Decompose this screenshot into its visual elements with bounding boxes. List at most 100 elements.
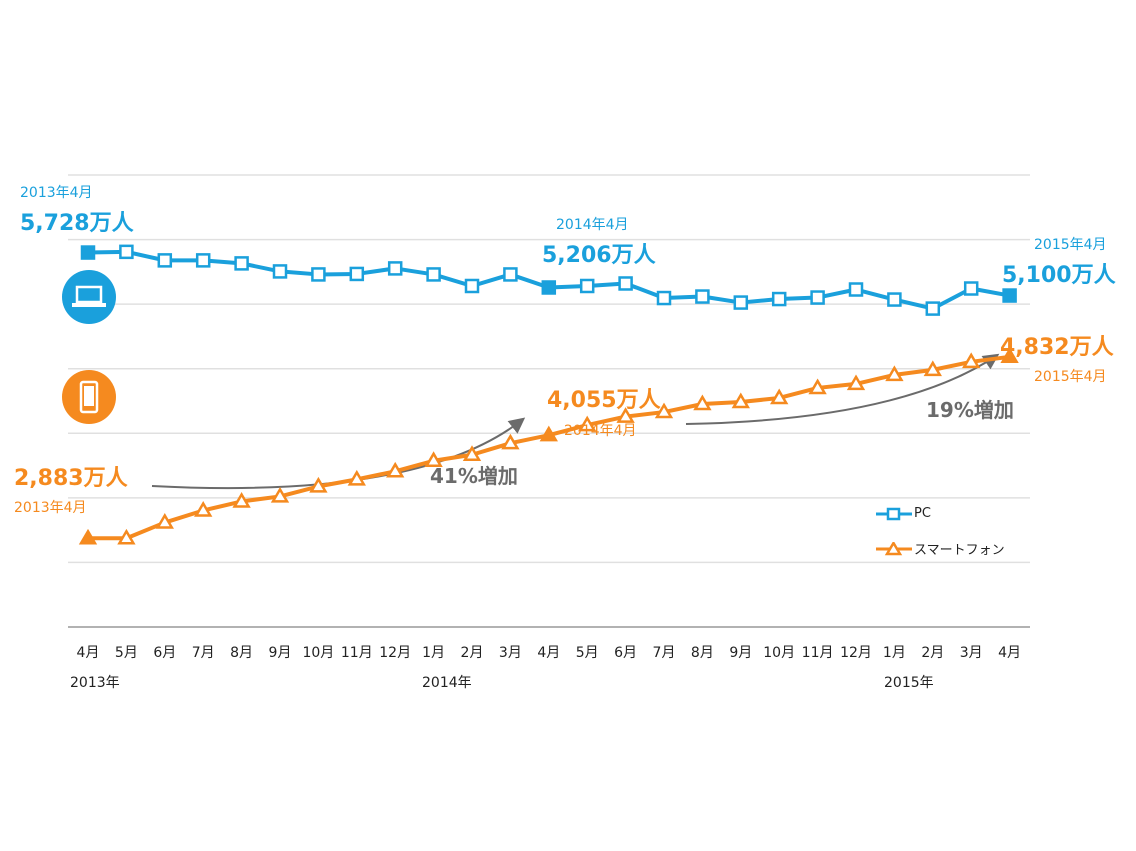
x-tick-label: 11月 bbox=[801, 645, 834, 661]
data-point-smartphone bbox=[731, 392, 750, 409]
sp-end-value: 4,832万人 bbox=[1000, 335, 1114, 360]
pc-end-value: 5,100万人 bbox=[1002, 263, 1116, 288]
data-point-pc bbox=[157, 253, 173, 268]
data-point-pc bbox=[426, 267, 441, 282]
data-point-smartphone bbox=[539, 425, 558, 442]
x-tick-label: 1月 bbox=[422, 645, 446, 661]
growth-label-2: 19%増加 bbox=[926, 398, 1014, 422]
x-tick-label: 2月 bbox=[921, 645, 945, 661]
data-point-pc bbox=[503, 267, 518, 282]
data-point-smartphone bbox=[194, 501, 213, 517]
x-tick-label: 8月 bbox=[230, 645, 254, 661]
pc-end-date: 2015年4月 bbox=[1034, 237, 1107, 253]
data-point-pc bbox=[656, 290, 672, 306]
data-point-smartphone bbox=[693, 394, 712, 411]
series-group bbox=[78, 244, 1019, 545]
legend-item-smartphone: スマートフォン bbox=[876, 539, 1005, 558]
data-point-pc bbox=[733, 295, 749, 310]
data-point-pc bbox=[810, 290, 825, 305]
x-tick-label: 10月 bbox=[302, 645, 335, 661]
data-point-smartphone bbox=[962, 352, 981, 369]
pc-mid-date: 2014年4月 bbox=[556, 217, 629, 233]
data-point-pc bbox=[963, 281, 979, 296]
data-point-pc bbox=[80, 245, 96, 260]
x-tick-label: 4月 bbox=[998, 645, 1022, 661]
growth-arrow-2 bbox=[685, 353, 1000, 425]
data-point-smartphone bbox=[347, 469, 366, 486]
data-point-pc bbox=[1002, 288, 1017, 303]
data-point-smartphone bbox=[1000, 347, 1019, 364]
data-point-smartphone bbox=[846, 374, 866, 391]
data-point-pc bbox=[695, 289, 710, 304]
data-point-smartphone bbox=[616, 407, 635, 423]
data-point-pc bbox=[387, 261, 403, 276]
data-point-smartphone bbox=[808, 378, 827, 395]
data-point-pc bbox=[464, 278, 480, 294]
data-point-pc bbox=[311, 267, 326, 282]
sp-mid-date: 2014年4月 bbox=[564, 423, 637, 439]
data-point-smartphone bbox=[270, 486, 290, 503]
x-tick-label: 3月 bbox=[959, 645, 983, 661]
legend-pc-marker bbox=[876, 507, 912, 520]
data-point-smartphone bbox=[462, 445, 482, 461]
laptop-icon bbox=[62, 270, 116, 324]
x-tick-label: 11月 bbox=[340, 645, 373, 661]
smartphone-icon bbox=[62, 370, 116, 424]
legend-pc-label: PC bbox=[914, 506, 931, 521]
legend-item-pc: PC bbox=[876, 506, 931, 521]
pc-mid-value: 5,206万人 bbox=[542, 243, 656, 268]
x-tick-label: 1月 bbox=[882, 645, 906, 661]
x-tick-label: 4月 bbox=[537, 645, 561, 661]
year-label-2014: 2014年 bbox=[422, 675, 472, 691]
data-point-smartphone bbox=[78, 528, 98, 545]
legend-smartphone-label: スマートフォン bbox=[914, 543, 1005, 558]
data-point-pc bbox=[541, 280, 557, 295]
data-point-pc bbox=[887, 292, 902, 307]
data-point-smartphone bbox=[424, 451, 443, 468]
sp-start-date: 2013年4月 bbox=[14, 500, 87, 516]
x-tick-label: 5月 bbox=[575, 645, 599, 661]
data-point-smartphone bbox=[770, 388, 789, 405]
legend-smartphone-marker bbox=[876, 541, 912, 555]
data-point-smartphone bbox=[117, 528, 136, 545]
data-point-smartphone bbox=[923, 360, 942, 377]
x-tick-label: 12月 bbox=[379, 645, 412, 661]
data-point-smartphone bbox=[578, 415, 597, 432]
data-point-smartphone bbox=[654, 402, 674, 419]
year-label-2015: 2015年 bbox=[884, 675, 934, 691]
data-point-pc bbox=[234, 256, 249, 271]
x-tick-label: 6月 bbox=[614, 645, 638, 661]
series-line-smartphone bbox=[88, 354, 1010, 541]
x-tick-label: 4月 bbox=[76, 645, 100, 661]
data-point-smartphone bbox=[386, 461, 405, 478]
x-tick-label: 6月 bbox=[153, 645, 177, 661]
x-tick-label: 9月 bbox=[729, 645, 753, 661]
data-point-pc bbox=[579, 278, 595, 294]
data-point-smartphone bbox=[309, 476, 328, 493]
data-point-smartphone bbox=[232, 491, 251, 508]
growth-label-1: 41%増加 bbox=[430, 464, 518, 488]
pc-start-date: 2013年4月 bbox=[20, 185, 93, 201]
data-point-smartphone bbox=[885, 365, 904, 382]
x-tick-label: 3月 bbox=[498, 645, 522, 661]
sp-mid-value: 4,055万人 bbox=[547, 388, 661, 413]
data-point-smartphone bbox=[501, 433, 520, 450]
pc-start-value: 5,728万人 bbox=[20, 211, 134, 236]
data-point-pc bbox=[771, 291, 787, 307]
x-tick-label: 7月 bbox=[191, 645, 215, 661]
data-point-pc bbox=[272, 264, 288, 279]
sp-start-value: 2,883万人 bbox=[14, 466, 128, 491]
data-point-pc bbox=[848, 282, 864, 297]
x-tick-label: 7月 bbox=[652, 645, 676, 661]
data-point-pc bbox=[195, 253, 211, 268]
data-point-pc bbox=[618, 276, 633, 291]
data-point-pc bbox=[349, 266, 365, 282]
x-tick-label: 9月 bbox=[268, 645, 292, 661]
x-tick-label: 8月 bbox=[690, 645, 714, 661]
x-tick-label: 10月 bbox=[763, 645, 796, 661]
data-point-pc bbox=[119, 244, 134, 260]
data-point-smartphone bbox=[155, 513, 174, 529]
data-point-pc bbox=[925, 301, 941, 316]
year-label-2013: 2013年 bbox=[70, 675, 120, 691]
